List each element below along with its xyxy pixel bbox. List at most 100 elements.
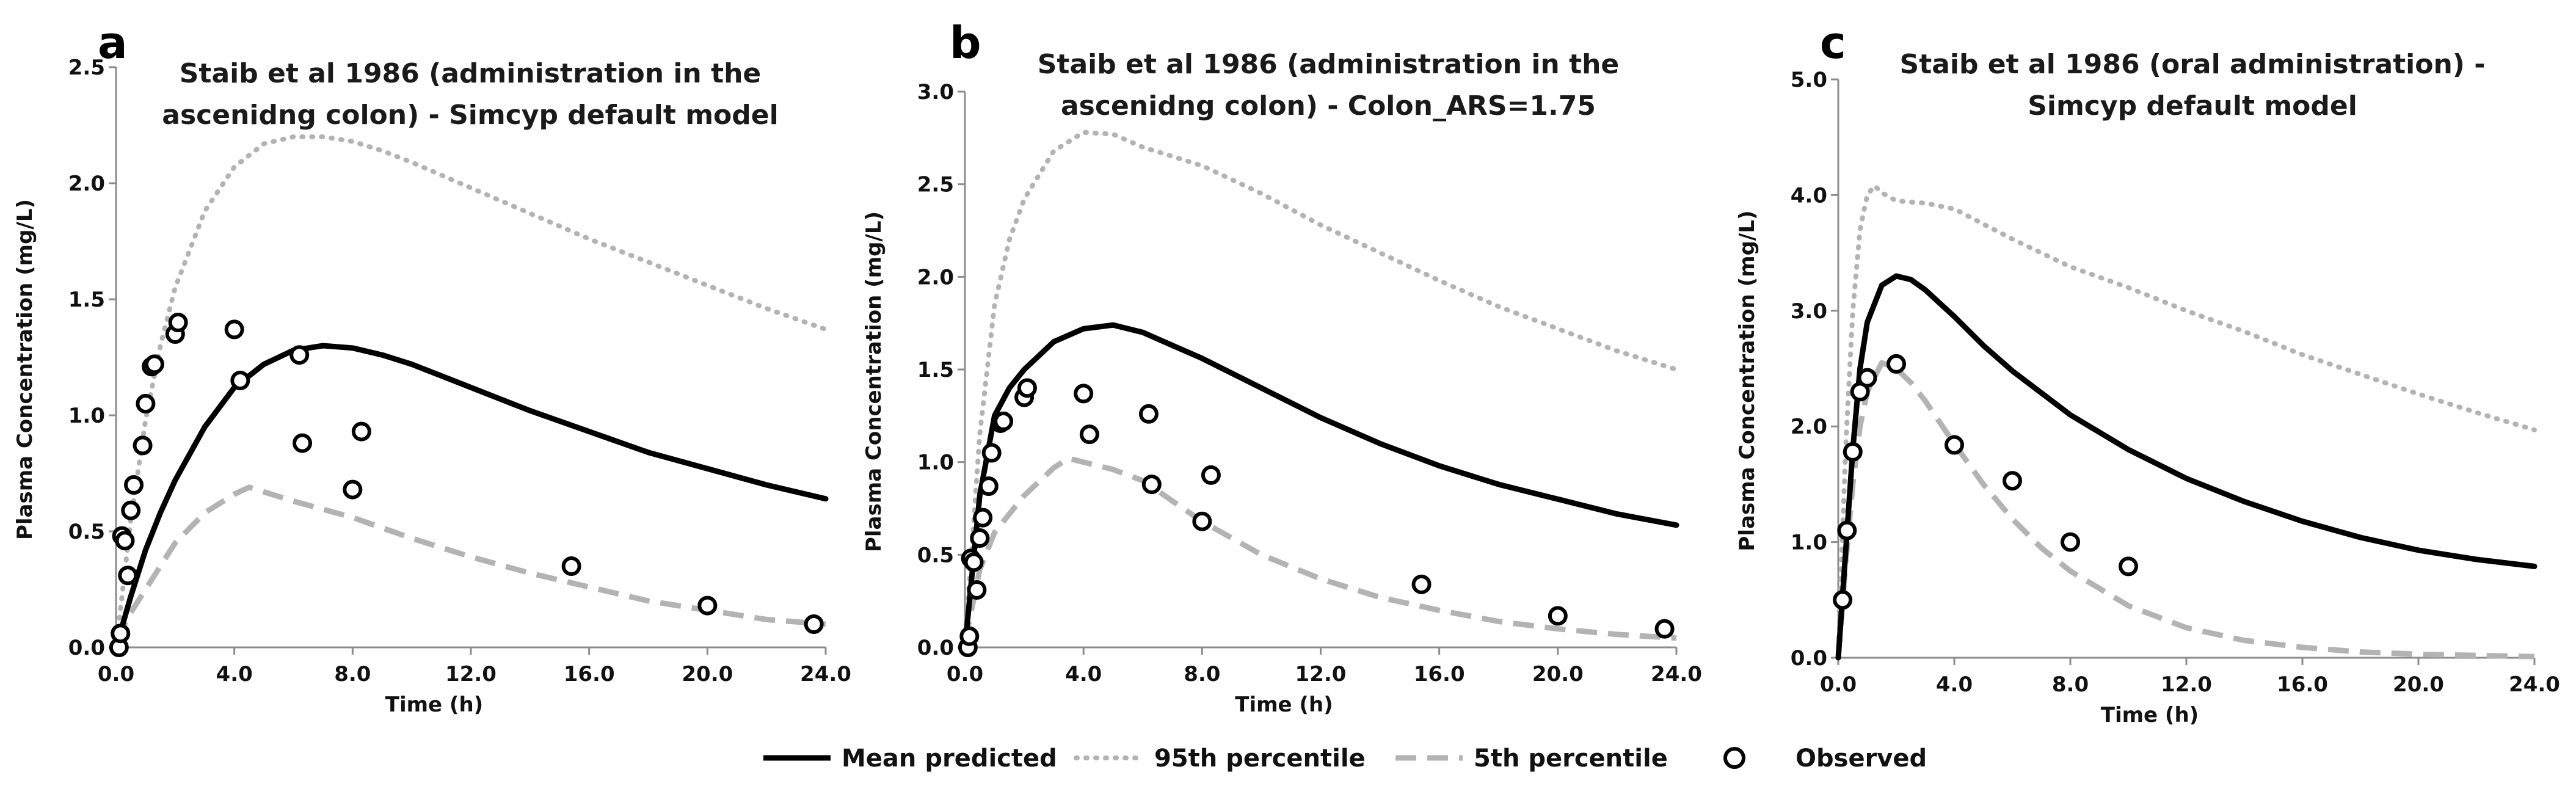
x-tick-label: 0.0 [1820, 672, 1857, 697]
x-tick-label: 24.0 [2509, 672, 2560, 697]
observed-point [230, 371, 250, 390]
observed-point [994, 411, 1014, 431]
observed-point [343, 479, 363, 500]
x-axis-label: Time (h) [385, 693, 483, 717]
observed-point [970, 528, 990, 548]
x-tick-label: 8.0 [2052, 672, 2089, 697]
x-tick-label: 20.0 [2393, 672, 2444, 697]
x-tick-label: 8.0 [1184, 662, 1220, 686]
x-tick-label: 16.0 [1414, 662, 1465, 686]
y-tick-label: 2.0 [1791, 415, 1827, 439]
legend-label-p5: 5th percentile [1474, 744, 1668, 773]
observed-point [1411, 574, 1432, 594]
observed-point [978, 476, 999, 497]
observed-point [1857, 368, 1877, 388]
observed-point [293, 433, 313, 453]
legend-swatch-observed [1723, 747, 1745, 769]
observed-point [981, 443, 1002, 463]
series-line-p95 [962, 129, 1679, 650]
x-tick-label: 4.0 [1936, 672, 1973, 697]
x-tick-label: 12.0 [1295, 662, 1347, 686]
legend-label-p95: 95th percentile [1154, 744, 1366, 773]
x-tick-label: 24.0 [800, 662, 851, 686]
observed-point [2003, 471, 2022, 491]
observed-point [115, 531, 135, 551]
x-tick-label: 16.0 [2277, 672, 2328, 697]
observed-point [967, 580, 987, 600]
x-tick-label: 4.0 [1065, 662, 1102, 686]
series-line-mean [113, 343, 829, 650]
y-tick-label: 1.5 [68, 288, 105, 312]
series-line-mean [1835, 273, 2538, 661]
observed-point [1079, 424, 1099, 445]
y-tick-label: 5.0 [1791, 68, 1827, 92]
series-line-p5 [1835, 360, 2535, 660]
observed-point [124, 475, 144, 495]
x-tick-label: 0.0 [947, 662, 983, 686]
legend-label-observed: Observed [1796, 744, 1927, 773]
series-line-mean [962, 322, 1679, 650]
y-tick-label: 0.0 [1791, 646, 1827, 671]
chart-panel-b: b Staib et al 1986 (administration in the… [862, 17, 1702, 717]
observed-point [351, 421, 371, 442]
x-tick-label: 0.0 [98, 662, 134, 686]
series-line-p5 [114, 484, 826, 642]
panel-letter: c [1820, 17, 1846, 68]
y-tick-label: 3.0 [917, 80, 954, 104]
y-axis-label: Plasma Concentration (mg/L) [1735, 210, 1759, 551]
legend-label-mean: Mean predicted [842, 744, 1057, 773]
observed-point [111, 624, 131, 644]
observed-point [2061, 532, 2080, 552]
y-tick-label: 0.5 [917, 543, 954, 567]
chart-title-line: ascenidng colon) - Simcyp default model [162, 100, 778, 131]
chart-title-line: Staib et al 1986 (oral administration) - [1900, 49, 2486, 80]
panel-letter: b [950, 17, 981, 68]
y-tick-label: 1.0 [917, 451, 954, 475]
y-tick-label: 0.5 [68, 520, 105, 544]
observed-point [697, 595, 718, 616]
chart-title-line: ascenidng colon) - Colon_ARS=1.75 [1061, 90, 1596, 122]
observed-point [144, 354, 164, 374]
y-tick-label: 1.0 [68, 404, 105, 428]
x-tick-label: 20.0 [682, 662, 733, 686]
observed-point [1837, 520, 1857, 540]
observed-point [1017, 378, 1037, 398]
observed-point [168, 313, 188, 332]
observed-point [121, 500, 141, 520]
chart-panel-a: a Staib et al 1986 (administration in the… [13, 17, 851, 717]
chart-title-line: Simcyp default model [2028, 90, 2357, 122]
y-tick-label: 4.0 [1791, 183, 1827, 208]
y-tick-label: 1.5 [917, 358, 954, 382]
chart-title-line: Staib et al 1986 (administration in the [180, 58, 762, 89]
y-tick-label: 2.5 [917, 173, 954, 197]
observed-point [133, 435, 153, 456]
observed-point [118, 566, 138, 586]
y-axis-label: Plasma Concentration (mg/L) [13, 199, 37, 540]
x-axis-label: Time (h) [2101, 703, 2199, 727]
observed-point [964, 552, 984, 572]
x-tick-label: 12.0 [445, 662, 497, 686]
x-tick-label: 12.0 [2161, 672, 2212, 697]
chart-panel-c: c Staib et al 1986 (oral administration) … [1735, 17, 2560, 727]
observed-point [1141, 475, 1162, 495]
observed-point [1074, 384, 1094, 404]
observed-point [2119, 556, 2138, 577]
x-tick-label: 24.0 [1651, 662, 1702, 686]
y-tick-label: 2.5 [68, 56, 105, 80]
observed-point [561, 556, 581, 576]
observed-point [224, 319, 244, 340]
observed-point [1654, 619, 1675, 639]
observed-point [1201, 465, 1221, 485]
y-tick-label: 2.0 [68, 172, 105, 196]
y-tick-label: 0.0 [917, 636, 954, 660]
observed-point [1548, 606, 1568, 626]
observed-point [804, 614, 824, 634]
observed-point [959, 626, 980, 646]
observed-point [289, 345, 310, 365]
legend: Mean predicted 95th percentile 5th percent… [763, 744, 1927, 773]
x-tick-label: 20.0 [1532, 662, 1584, 686]
observed-point [1843, 442, 1863, 462]
chart-title-line: Staib et al 1986 (administration in the [1038, 49, 1620, 80]
x-tick-label: 4.0 [216, 662, 253, 686]
